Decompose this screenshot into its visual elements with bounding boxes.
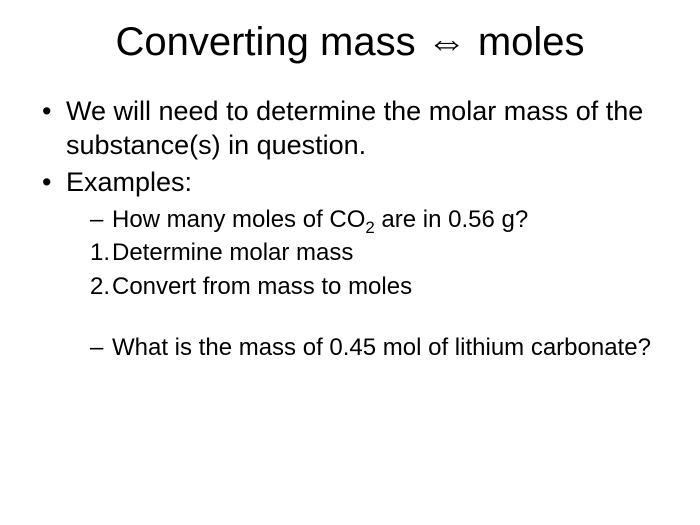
title-part2: moles <box>467 20 585 64</box>
num2-text: Convert from mass to moles <box>112 273 412 300</box>
double-arrow-icon: ⇔ <box>427 20 467 65</box>
sub1-pre: How many moles of CO <box>112 206 365 233</box>
bullet-2: Examples: <box>40 166 660 200</box>
sub-bullet-1: How many moles of CO2 are in 0.56 g? <box>40 204 660 235</box>
sub-bullet-2: What is the mass of 0.45 mol of lithium … <box>40 332 660 363</box>
title-part1: Converting mass <box>115 20 426 64</box>
num1-text: Determine molar mass <box>112 239 353 266</box>
num1-label: 1. <box>90 237 110 268</box>
content-list: We will need to determine the molar mass… <box>40 95 660 363</box>
slide-title: Converting mass ⇔ moles <box>40 20 660 67</box>
numbered-2: 2.Convert from mass to moles <box>40 271 660 302</box>
num2-label: 2. <box>90 271 110 302</box>
numbered-1: 1.Determine molar mass <box>40 237 660 268</box>
sub1-post: are in 0.56 g? <box>375 206 528 233</box>
sub1-subscript: 2 <box>365 218 374 237</box>
spacer <box>40 304 660 332</box>
slide-container: Converting mass ⇔ moles We will need to … <box>0 0 700 525</box>
bullet-1: We will need to determine the molar mass… <box>40 95 660 163</box>
